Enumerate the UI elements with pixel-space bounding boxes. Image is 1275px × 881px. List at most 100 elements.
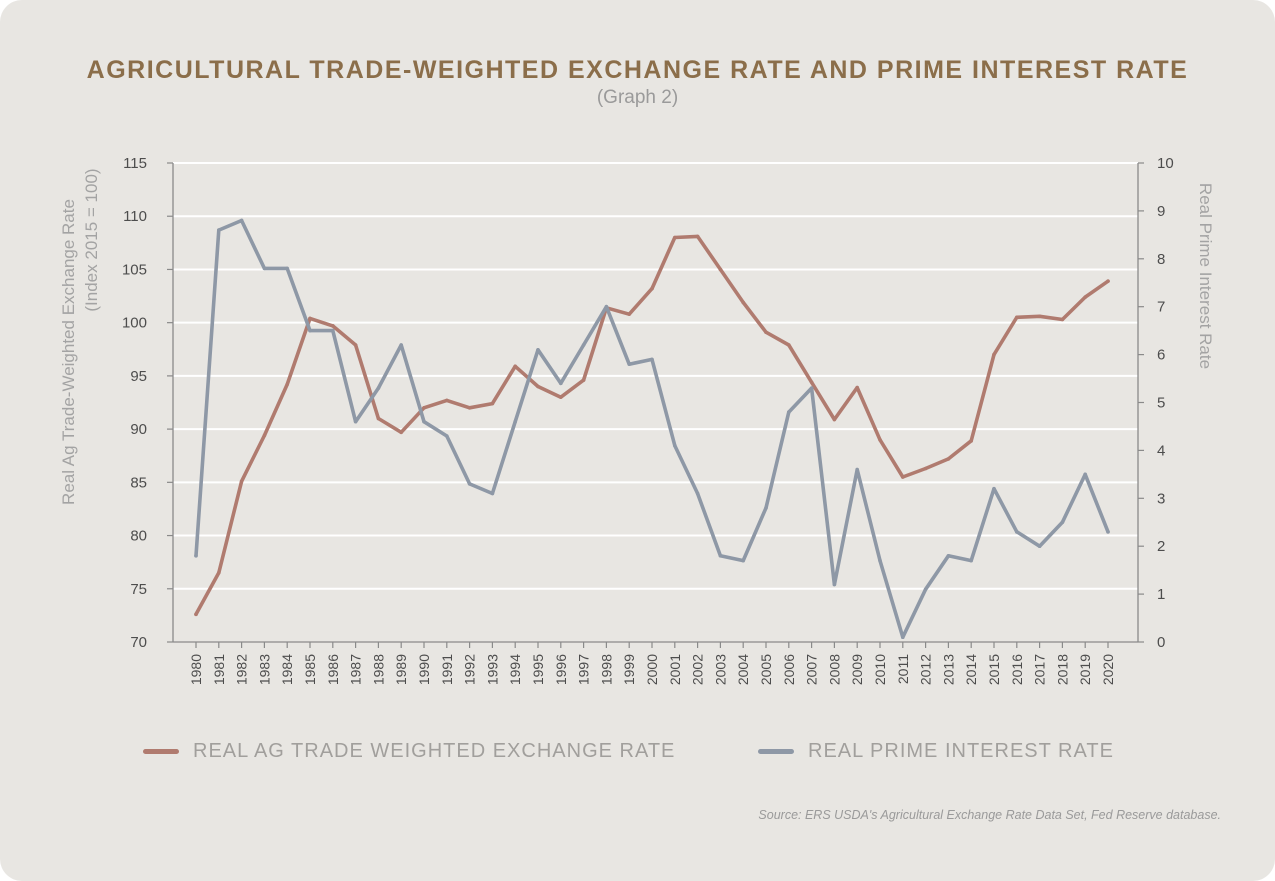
- exchange-rate-point: [490, 401, 495, 406]
- y-left-tick-label: 100: [122, 315, 147, 332]
- prime-rate-point: [695, 491, 700, 496]
- x-tick-label: 1980: [188, 654, 204, 685]
- x-tick-label: 2007: [804, 654, 820, 685]
- prime-rate-point: [1015, 530, 1019, 534]
- x-tick-label: 2019: [1077, 654, 1093, 685]
- x-tick-label: 2014: [963, 654, 979, 685]
- x-tick-label: 2009: [849, 654, 865, 685]
- x-tick-label: 1994: [507, 654, 523, 685]
- prime-rate-point: [1060, 520, 1065, 525]
- x-tick-label: 1999: [621, 654, 637, 685]
- exchange-rate-point: [832, 417, 837, 422]
- y-left-tick-label: 110: [123, 208, 147, 225]
- y-left-tick-label: 70: [130, 634, 147, 651]
- exchange-rate-point: [1015, 315, 1019, 320]
- x-tick-label: 1995: [530, 654, 546, 685]
- y-right-tick-label: 5: [1157, 395, 1165, 412]
- y-right-tick-label: 6: [1157, 347, 1165, 364]
- exchange-rate-point: [239, 479, 244, 484]
- exchange-rate-point: [399, 430, 404, 435]
- exchange-rate-point: [718, 267, 723, 272]
- exchange-rate-point: [855, 385, 859, 390]
- prime-rate-point: [376, 386, 381, 390]
- y-right-tick-label: 3: [1157, 490, 1165, 507]
- exchange-rate-point: [536, 384, 540, 389]
- x-tick-label: 2016: [1009, 654, 1025, 685]
- y-axis-left-title-line2: (Index 2015 = 100): [82, 168, 101, 311]
- y-left-tick-label: 75: [130, 581, 147, 598]
- x-tick-label: 2002: [690, 654, 706, 685]
- prime-rate-point: [467, 482, 472, 486]
- prime-rate-point: [901, 635, 905, 640]
- exchange-rate-point: [559, 395, 563, 399]
- x-tick-label: 2012: [918, 654, 934, 685]
- prime-rate-point: [422, 419, 426, 424]
- prime-rate-point: [262, 266, 267, 271]
- prime-rate-point: [969, 558, 973, 563]
- x-tick-label: 2017: [1032, 654, 1048, 685]
- y-right-tick-label: 2: [1157, 538, 1165, 555]
- x-tick-label: 1989: [393, 654, 409, 685]
- x-tick-label: 2006: [781, 654, 797, 685]
- exchange-rate-point: [285, 382, 290, 387]
- x-tick-label: 2018: [1054, 654, 1070, 685]
- prime-rate-point: [650, 357, 654, 362]
- x-tick-label: 1992: [462, 654, 478, 685]
- x-tick-label: 2000: [644, 654, 660, 685]
- legend-label-prime-rate: REAL PRIME INTEREST RATE: [808, 739, 1114, 762]
- x-tick-label: 1984: [279, 654, 295, 685]
- exchange-rate-point: [581, 378, 586, 382]
- x-tick-label: 2011: [895, 654, 911, 684]
- source-note: Source: ERS USDA's Agricultural Exchange…: [758, 808, 1221, 822]
- exchange-rate-point: [1037, 314, 1042, 319]
- prime-rate-point: [1083, 472, 1087, 477]
- x-tick-label: 1997: [576, 654, 592, 685]
- y-right-tick-label: 9: [1157, 203, 1165, 220]
- exchange-rate-point: [308, 316, 312, 321]
- y-left-tick-label: 80: [130, 528, 147, 545]
- x-tick-label: 2005: [758, 654, 774, 685]
- prime-rate-point: [1106, 530, 1110, 534]
- prime-rate-point: [787, 410, 791, 414]
- exchange-rate-point: [901, 475, 905, 479]
- y-left-tick-label: 105: [122, 261, 147, 278]
- legend-swatch-prime-rate: [758, 748, 794, 754]
- y-axis-left-title-line1: Real Ag Trade-Weighted Exchange Rate: [59, 199, 78, 505]
- prime-rate-point: [285, 266, 290, 271]
- exchange-rate-point: [992, 352, 996, 357]
- prime-rate-point: [536, 348, 540, 352]
- exchange-rate-point: [878, 437, 882, 442]
- prime-rate-point: [581, 343, 586, 347]
- x-tick-label: 2020: [1100, 654, 1116, 685]
- x-tick-label: 1985: [302, 654, 318, 685]
- exchange-rate-point: [969, 439, 973, 443]
- x-tick-label: 2010: [872, 654, 888, 685]
- exchange-rate-point: [513, 364, 517, 369]
- prime-rate-point: [353, 419, 358, 424]
- prime-rate-point: [239, 218, 244, 223]
- x-tick-label: 2004: [735, 654, 751, 685]
- prime-rate-point: [604, 304, 609, 309]
- y-right-tick-label: 4: [1157, 442, 1165, 459]
- x-tick-label: 1982: [234, 654, 250, 685]
- prime-rate-point: [490, 491, 495, 496]
- y-right-tick-label: 7: [1157, 299, 1165, 316]
- y-left-tick-label: 95: [130, 368, 147, 385]
- prime-rate-point: [627, 362, 631, 366]
- exchange-rate-point: [353, 343, 358, 347]
- legend-label-exchange-rate: REAL AG TRADE WEIGHTED EXCHANGE RATE: [193, 739, 676, 762]
- exchange-rate-point: [376, 416, 381, 421]
- legend-item-prime-rate: REAL PRIME INTEREST RATE: [758, 736, 1114, 766]
- x-tick-label: 1991: [439, 654, 455, 685]
- x-tick-label: 1983: [256, 654, 272, 685]
- prime-rate-point: [855, 467, 859, 472]
- exchange-rate-point: [194, 612, 198, 617]
- chart-subtitle: (Graph 2): [596, 87, 679, 108]
- x-tick-label: 1998: [598, 654, 614, 685]
- y-right-tick-label: 8: [1157, 251, 1165, 268]
- exchange-rate-point: [1106, 279, 1110, 283]
- prime-rate-point: [764, 506, 768, 510]
- x-tick-label: 2013: [940, 654, 956, 685]
